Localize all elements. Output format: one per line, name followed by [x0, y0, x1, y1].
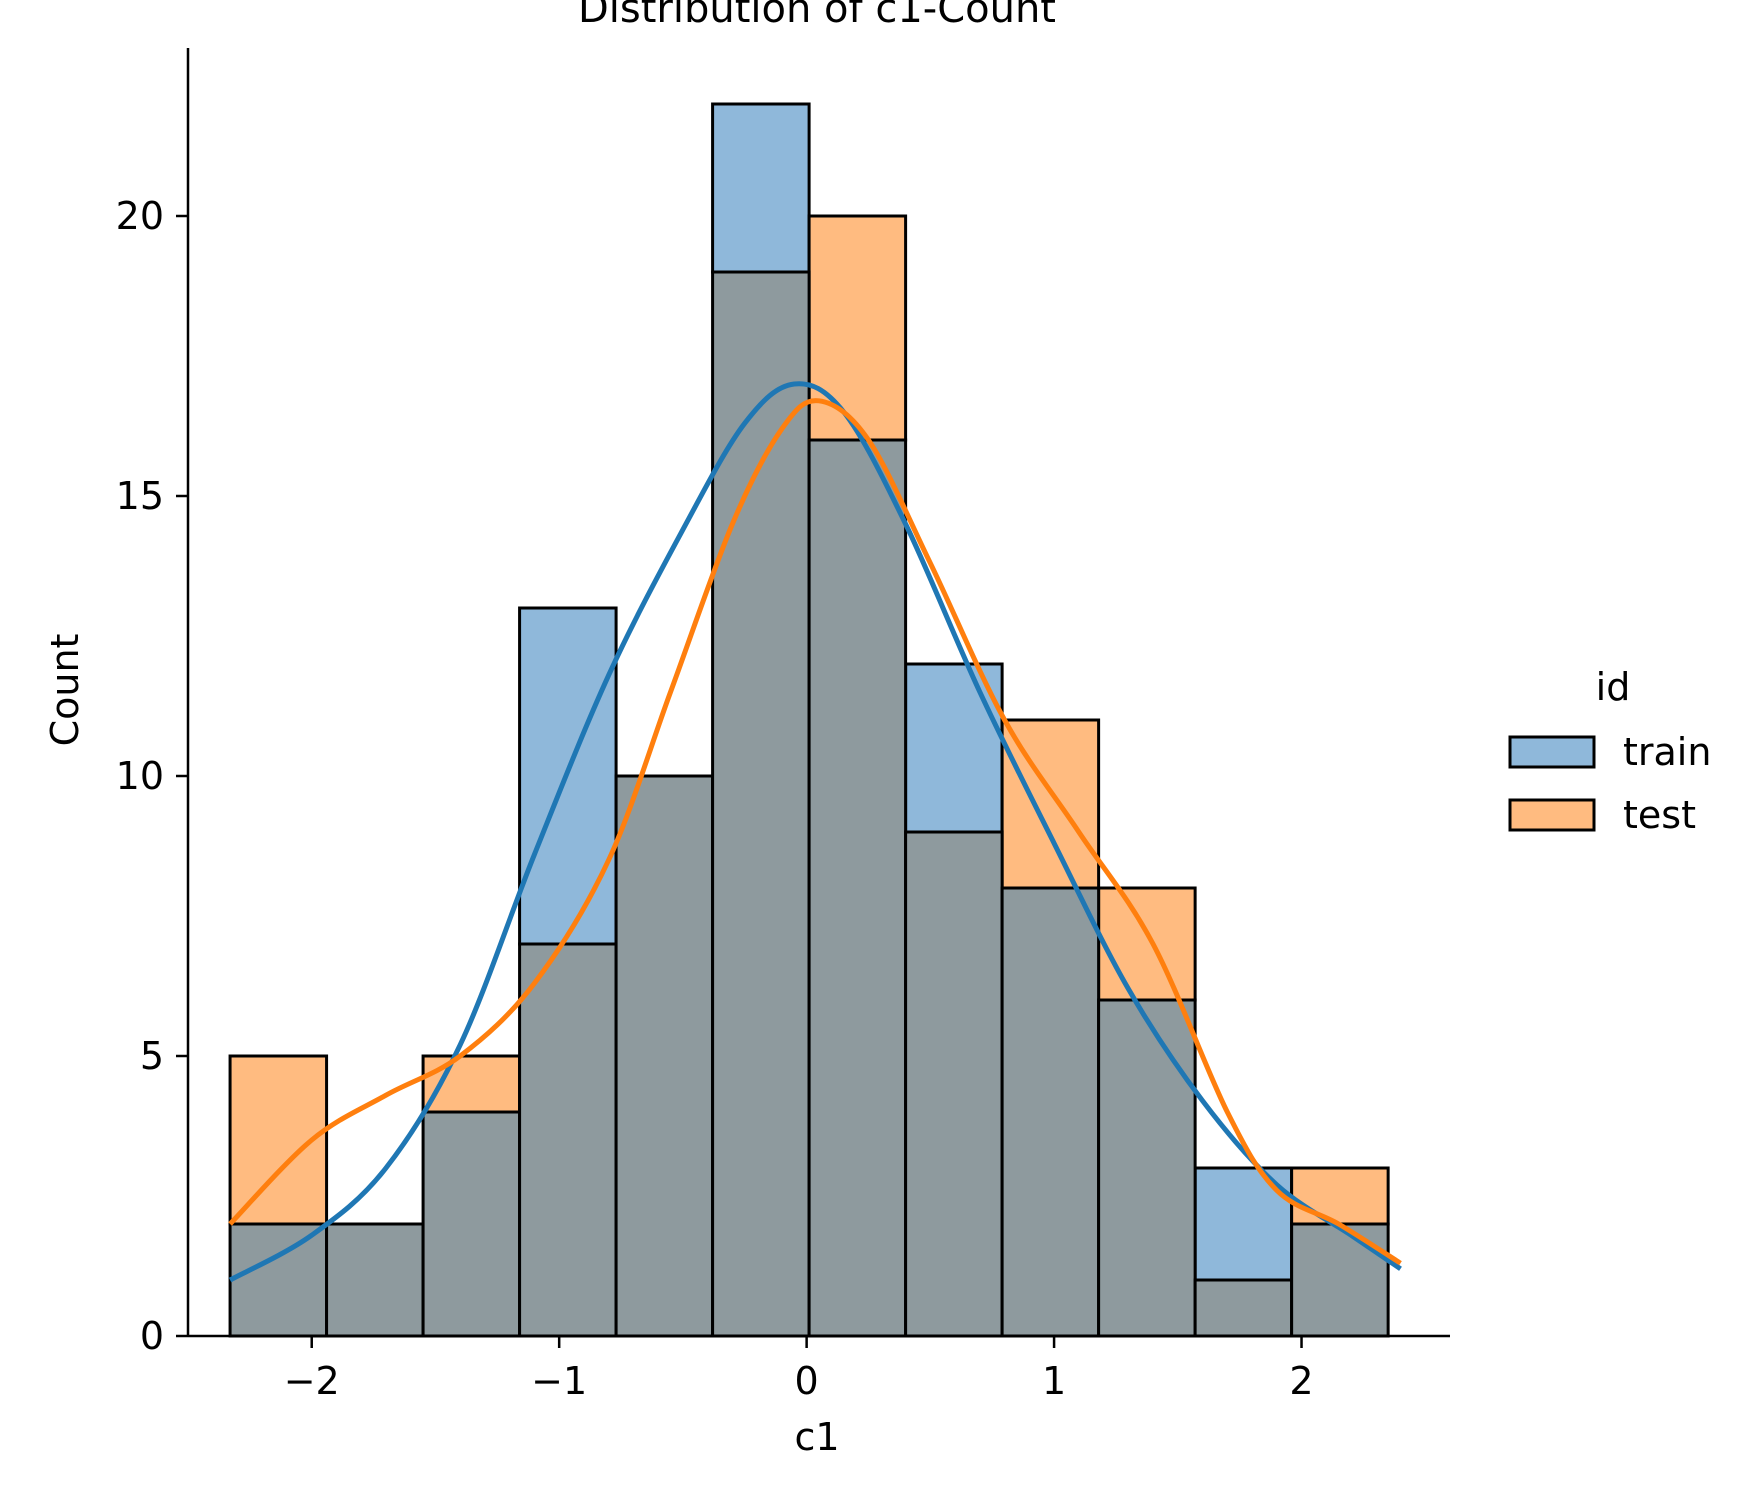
bar-test-2 — [421, 1054, 522, 1114]
kde-line-train — [228, 381, 1402, 1283]
legend-swatch-train — [1508, 735, 1596, 769]
y-tick-label-1: 5 — [140, 1034, 164, 1078]
x-tick-label-1: −1 — [531, 1359, 587, 1403]
bar-overlap-10 — [1193, 1278, 1294, 1338]
x-tick-label-2: 0 — [795, 1359, 819, 1403]
bar-overlap-1 — [325, 1222, 425, 1338]
bar-overlap-9 — [1097, 998, 1197, 1338]
bar-test-11 — [1290, 1166, 1390, 1226]
bar-overlap-3 — [518, 942, 618, 1338]
x-axis-label: c1 — [794, 1415, 839, 1459]
x-tick-label-4: 2 — [1289, 1359, 1313, 1403]
legend: id train test — [1508, 665, 1711, 837]
axes — [186, 48, 1450, 1338]
train-bars — [518, 102, 1294, 1282]
bar-test-9 — [1097, 886, 1197, 1002]
x-tick-label-0: −2 — [284, 1359, 340, 1403]
y-tick-label-0: 0 — [140, 1314, 164, 1358]
y-tick-label-4: 20 — [116, 194, 164, 238]
overlap-bars — [228, 270, 1390, 1338]
x-tick-label-3: 1 — [1042, 1359, 1066, 1403]
bar-test-6 — [807, 214, 908, 442]
bar-test-8 — [1000, 718, 1101, 890]
chart-title: Distribution of c1-Count — [578, 0, 1056, 32]
bar-overlap-4 — [614, 774, 715, 1338]
kde-line-test — [228, 398, 1402, 1266]
y-axis-label: Count — [43, 634, 87, 747]
y-ticks: 0 5 10 15 20 — [116, 194, 188, 1358]
kde-lines — [228, 381, 1402, 1283]
y-tick-label-3: 15 — [116, 474, 164, 518]
legend-swatch-test — [1508, 798, 1596, 832]
bar-overlap-0 — [228, 1222, 329, 1338]
legend-title: id — [1596, 665, 1631, 709]
legend-label-test: test — [1623, 793, 1696, 837]
bar-overlap-2 — [421, 1110, 522, 1338]
bar-overlap-11 — [1290, 1222, 1390, 1338]
y-tick-label-2: 10 — [116, 754, 164, 798]
bar-overlap-5 — [711, 270, 811, 1338]
x-ticks: −2 −1 0 1 2 — [284, 1336, 1314, 1403]
bar-overlap-8 — [1000, 886, 1101, 1338]
bar-overlap-7 — [904, 830, 1004, 1338]
bar-train-5 — [711, 102, 811, 274]
bar-overlap-6 — [807, 438, 908, 1338]
legend-label-train: train — [1623, 730, 1711, 774]
